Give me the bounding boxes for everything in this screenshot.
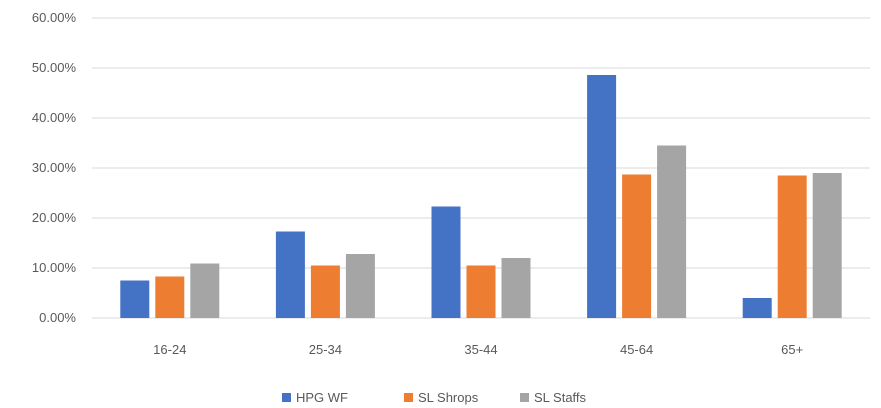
x-category-label: 16-24 (153, 342, 186, 357)
legend-swatch (404, 393, 413, 402)
bar-sl-staffs-65+ (812, 173, 842, 318)
x-category-label: 35-44 (464, 342, 497, 357)
bar-sl-shrops-65+ (777, 175, 807, 318)
y-tick-label: 20.00% (32, 210, 77, 225)
bar-hpg-wf-45-64 (587, 75, 617, 318)
bar-sl-shrops-45-64 (622, 174, 652, 318)
legend: HPG WF SL Shrops SL Staffs (282, 390, 587, 405)
legend-swatch (282, 393, 291, 402)
bar-sl-staffs-35-44 (501, 258, 531, 318)
legend-label: SL Shrops (418, 390, 479, 405)
x-category-label: 25-34 (309, 342, 342, 357)
bar-sl-shrops-16-24 (155, 276, 185, 318)
x-category-label: 65+ (781, 342, 803, 357)
bar-hpg-wf-35-44 (431, 206, 461, 318)
x-category-label: 45-64 (620, 342, 653, 357)
bar-sl-shrops-25-34 (310, 265, 340, 318)
y-tick-label: 30.00% (32, 160, 77, 175)
y-tick-label: 50.00% (32, 60, 77, 75)
legend-label: HPG WF (296, 390, 348, 405)
bars (120, 75, 842, 318)
y-tick-label: 10.00% (32, 260, 77, 275)
bar-hpg-wf-65+ (742, 298, 772, 318)
bar-sl-staffs-25-34 (345, 254, 375, 318)
x-axis-category-labels: 16-24 25-34 35-44 45-64 65+ (153, 342, 803, 357)
gridlines (92, 17, 870, 319)
bar-hpg-wf-25-34 (275, 231, 305, 318)
legend-swatch (520, 393, 529, 402)
bar-sl-shrops-35-44 (466, 265, 496, 318)
y-tick-label: 40.00% (32, 110, 77, 125)
legend-label: SL Staffs (534, 390, 587, 405)
bar-hpg-wf-16-24 (120, 280, 150, 318)
y-tick-label: 60.00% (32, 10, 77, 25)
bar-sl-staffs-45-64 (657, 145, 687, 318)
y-tick-label: 0.00% (39, 310, 76, 325)
y-axis-tick-labels: 0.00% 10.00% 20.00% 30.00% 40.00% 50.00% 60.00… (32, 10, 77, 325)
bar-sl-staffs-16-24 (190, 263, 220, 318)
